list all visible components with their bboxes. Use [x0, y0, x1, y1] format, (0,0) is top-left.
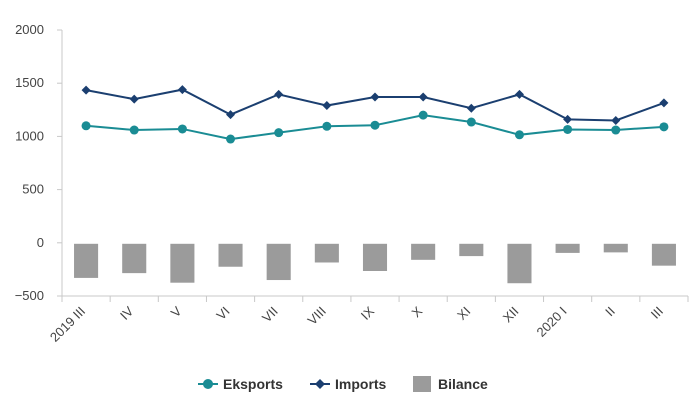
point-imports	[226, 110, 236, 120]
point-imports	[370, 92, 380, 102]
bar-bilance	[266, 243, 291, 281]
x-tick-label: III	[648, 304, 666, 322]
point-eksports	[370, 120, 380, 130]
x-tick-label: X	[409, 303, 426, 320]
y-tick-label: −500	[15, 288, 44, 303]
y-tick-label: 2000	[15, 22, 44, 37]
x-tick-label: VII	[259, 304, 281, 326]
point-imports	[81, 85, 91, 95]
y-tick-label: 1000	[15, 128, 44, 143]
point-eksports	[129, 125, 139, 135]
point-imports	[659, 98, 669, 108]
point-eksports	[81, 121, 91, 131]
point-imports	[177, 85, 187, 95]
point-eksports	[418, 110, 428, 120]
point-eksports	[466, 117, 476, 127]
y-tick-label: 0	[37, 235, 44, 250]
legend-label-eksports: Eksports	[223, 376, 283, 392]
point-imports	[514, 89, 524, 99]
bar-bilance	[603, 243, 628, 253]
bar-bilance	[411, 243, 436, 260]
point-eksports	[226, 134, 236, 144]
y-tick-label: 1500	[15, 75, 44, 90]
bar-bilance	[555, 243, 580, 253]
legend-marker-imports	[315, 379, 325, 389]
bar-bilance	[651, 243, 676, 266]
bar-bilance	[170, 243, 195, 283]
bar-bilance	[218, 243, 243, 267]
point-imports	[418, 92, 428, 102]
point-imports	[466, 103, 476, 113]
bar-bilance	[74, 243, 99, 278]
point-imports	[129, 94, 139, 104]
bar-bilance	[314, 243, 339, 263]
x-tick-label: IX	[358, 303, 378, 323]
x-tick-label: V	[168, 303, 185, 320]
bar-bilance	[507, 243, 532, 284]
point-eksports	[659, 122, 669, 132]
x-tick-label: XI	[454, 304, 473, 323]
x-tick-label: II	[602, 304, 618, 320]
bar-bilance	[122, 243, 147, 274]
bar-bilance	[459, 243, 484, 257]
bar-bilance	[362, 243, 388, 271]
legend-marker-eksports	[203, 379, 213, 389]
point-imports	[274, 89, 284, 99]
point-eksports	[611, 125, 621, 135]
legend-label-imports: Imports	[335, 376, 387, 392]
point-eksports	[514, 130, 524, 140]
point-imports	[563, 114, 573, 124]
point-eksports	[274, 128, 284, 138]
x-tick-label: VI	[213, 304, 232, 323]
x-tick-label: 2020 I	[534, 304, 570, 340]
point-eksports	[322, 121, 332, 131]
point-imports	[322, 101, 332, 111]
point-imports	[611, 115, 621, 125]
point-eksports	[563, 124, 573, 134]
x-tick-label: IV	[117, 303, 137, 323]
legend-swatch-bilance	[413, 376, 431, 392]
y-tick-label: 500	[22, 182, 44, 197]
point-eksports	[177, 124, 187, 134]
x-tick-label: 2019 III	[47, 304, 88, 345]
legend-label-bilance: Bilance	[438, 376, 488, 392]
x-tick-label: XII	[500, 304, 522, 326]
x-tick-label: VIII	[305, 304, 329, 328]
